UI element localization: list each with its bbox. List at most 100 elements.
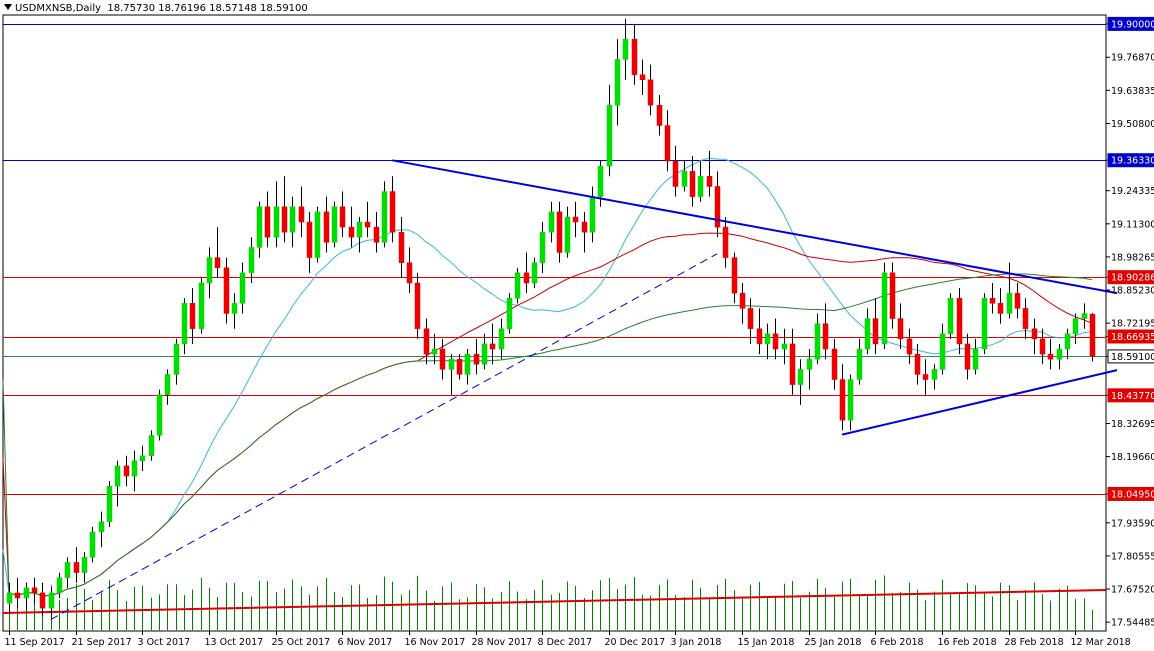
candle-body (681, 170, 688, 187)
price-tag (1107, 153, 1154, 168)
candle-body (473, 353, 480, 365)
candle-body (181, 303, 188, 345)
candle-body (98, 521, 105, 533)
y-tick-label: 17.80555 (1111, 551, 1154, 562)
symbol-label: USDMXNSB,Daily (15, 3, 102, 14)
y-tick-label: 18.66935 (1111, 332, 1154, 343)
candle-body (647, 79, 654, 106)
trendline (392, 159, 1118, 295)
candle-body (481, 343, 488, 365)
candle-body (706, 176, 713, 187)
candle-body (1072, 318, 1079, 335)
candle-body (306, 221, 313, 258)
candle-body (947, 297, 954, 335)
y-tick-label: 18.98265 (1111, 252, 1154, 263)
candle-body (956, 297, 963, 345)
candle-body (431, 348, 438, 355)
x-tick-label: 6 Nov 2017 (338, 637, 393, 648)
price-tag (1107, 388, 1154, 403)
y-tick-label: 18.85230 (1111, 286, 1154, 297)
y-tick-label: 17.67520 (1111, 585, 1154, 596)
candle-body (1039, 338, 1046, 355)
candle-body (756, 328, 763, 345)
candle-body (639, 74, 646, 81)
candle-body (73, 562, 80, 573)
candle-body (1089, 313, 1096, 357)
candle-body (631, 38, 638, 75)
x-tick-label: 28 Nov 2017 (472, 637, 533, 648)
candle-body (722, 226, 729, 258)
candle-body (972, 348, 979, 370)
x-tick-label: 3 Jan 2018 (671, 637, 722, 648)
candle-body (164, 374, 171, 396)
price-tag (1107, 329, 1154, 344)
candle-body (406, 262, 413, 284)
candle-body (672, 160, 679, 187)
x-tick-label: 20 Dec 2017 (605, 637, 666, 648)
candle-body (489, 343, 496, 350)
collapse-triangle-icon[interactable] (4, 4, 12, 10)
x-tick-label: 3 Oct 2017 (138, 637, 191, 648)
candle-body (614, 59, 621, 106)
candle-body (189, 303, 196, 329)
x-tick-label: 28 Feb 2018 (1005, 637, 1064, 648)
x-tick-label: 12 Mar 2018 (1071, 637, 1131, 648)
candle-body (939, 333, 946, 370)
ohlc-readout: 18.75730 18.76196 18.57148 18.59100 (107, 3, 308, 14)
volume-histogram (9, 575, 1093, 630)
x-tick-label: 16 Nov 2017 (405, 637, 466, 648)
candle-body (556, 211, 563, 253)
candle-body (314, 211, 321, 258)
candle-body (331, 206, 338, 243)
candle-body (872, 318, 879, 345)
price-tag (1107, 270, 1154, 285)
candle-body (206, 257, 213, 284)
x-tick-label: 21 Sep 2017 (72, 637, 132, 648)
candle-body (831, 348, 838, 380)
candle-body (389, 191, 396, 233)
y-tick-label: 19.11300 (1111, 219, 1154, 230)
candle-body (1081, 313, 1088, 319)
candle-body (456, 358, 463, 375)
candle-body (822, 323, 829, 350)
y-tick-label: 18.90286 (1111, 273, 1154, 284)
candle-body (564, 216, 571, 253)
candle-body (239, 272, 246, 304)
candle-body (714, 186, 721, 228)
candle-body (6, 592, 13, 604)
x-tick-label: 16 Feb 2018 (938, 637, 997, 648)
ma-green-line (2, 273, 1093, 597)
candle-body (273, 206, 280, 238)
candle-body (339, 206, 346, 228)
candle-body (523, 272, 530, 284)
candle-body (964, 343, 971, 370)
chart-header: USDMXNSB,Daily 18.75730 18.76196 18.5714… (4, 3, 308, 14)
y-tick-label: 19.50800 (1111, 119, 1154, 130)
candle-body (981, 297, 988, 350)
candle-body (531, 262, 538, 284)
candles (6, 18, 1096, 619)
y-tick-label: 18.32695 (1111, 419, 1154, 430)
candle-body (539, 231, 546, 263)
candle-body (298, 206, 305, 223)
x-tick-label: 15 Jan 2018 (738, 637, 795, 648)
candle-body (256, 206, 263, 248)
x-tick-label: 11 Sep 2017 (5, 637, 65, 648)
candle-body (506, 297, 513, 329)
candle-body (423, 328, 430, 355)
candle-body (747, 308, 754, 329)
candle-body (597, 165, 604, 197)
candle-body (23, 587, 30, 599)
candle-body (656, 104, 663, 126)
y-tick-label: 19.36330 (1111, 156, 1154, 167)
candle-body (348, 226, 355, 238)
x-tick-label: 25 Oct 2017 (272, 637, 331, 648)
candle-body (697, 176, 704, 197)
candle-body (464, 353, 471, 375)
candle-body (231, 303, 238, 314)
candle-body (1022, 308, 1029, 329)
candle-body (864, 318, 871, 350)
candle-body (1064, 333, 1071, 350)
candle-body (664, 125, 671, 162)
